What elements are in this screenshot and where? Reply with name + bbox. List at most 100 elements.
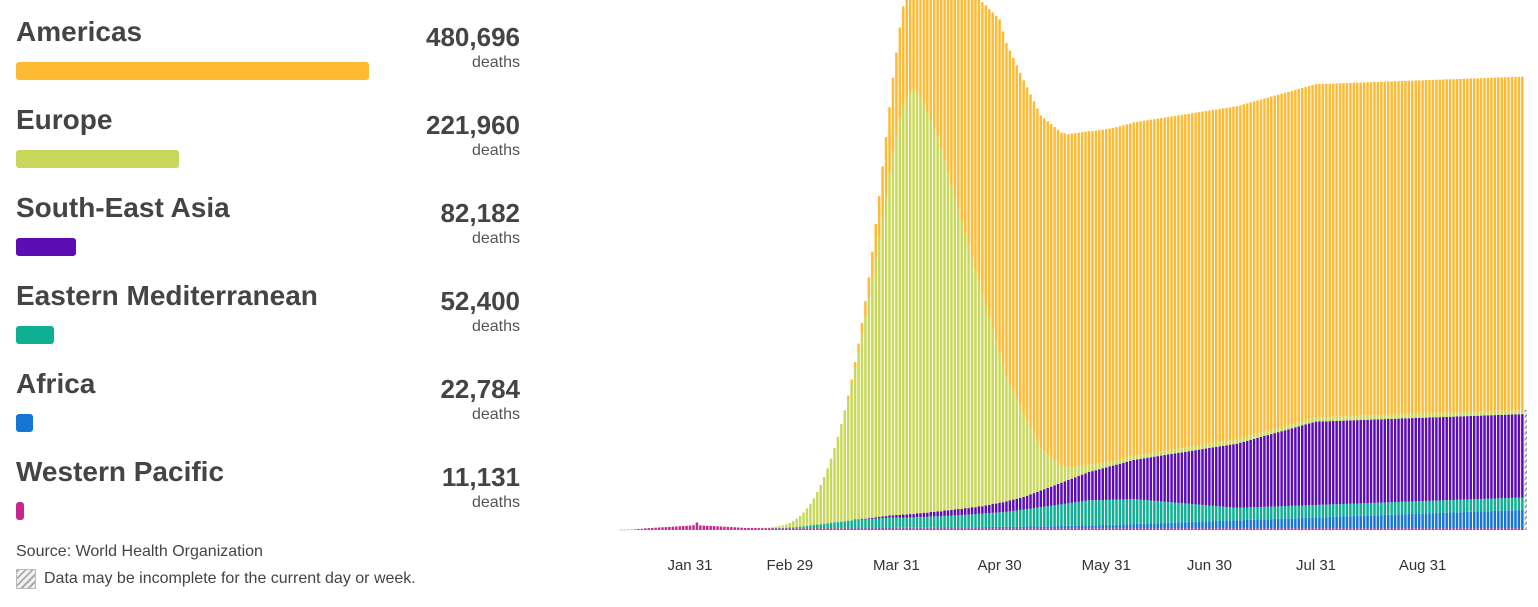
bar-western-pacific [1325,528,1328,530]
bar-americas [860,323,864,335]
bar-south-east-asia [1074,477,1077,503]
bar-south-east-asia [1524,414,1528,498]
bar-africa [1366,515,1369,529]
bar-western-pacific [898,528,902,530]
region-deaths-unit: deaths [471,54,520,71]
bar-eastern-mediterranean [1001,512,1005,527]
bar-western-pacific [1149,528,1153,530]
bar-eastern-mediterranean [1170,502,1173,523]
incomplete-data-note: Data may be incomplete for the current d… [16,569,416,589]
bar-americas [1060,132,1063,467]
bar-africa [1039,526,1043,529]
bar-americas [1201,111,1204,445]
bar-europe [1314,417,1318,422]
bar-eastern-mediterranean [822,523,826,529]
bar-europe [1139,454,1142,459]
region-bar [16,326,54,344]
bar-europe [1018,406,1022,498]
bar-africa [1063,525,1067,529]
bar-south-east-asia [1497,415,1500,499]
bar-eastern-mediterranean [785,527,788,529]
bar-western-pacific [1201,528,1204,530]
bar-western-pacific [802,528,805,530]
bar-africa [1156,523,1160,529]
bar-western-pacific [1005,528,1008,530]
bar-africa [1307,517,1311,529]
bar-africa [1390,514,1393,529]
bar-western-pacific [1170,528,1173,530]
bar-south-east-asia [1490,415,1493,499]
bar-africa [1018,526,1022,529]
bar-americas [1445,79,1448,413]
bar-europe [1472,411,1476,416]
bar-africa [1218,520,1221,529]
bar-eastern-mediterranean [902,517,905,528]
bar-western-pacific [1108,528,1111,530]
bar-africa [1215,521,1218,529]
bar-europe [795,518,798,528]
bar-eastern-mediterranean [974,514,977,528]
bar-americas [1149,119,1153,454]
bar-eastern-mediterranean [1490,498,1493,512]
bar-western-pacific [1142,528,1146,530]
bar-europe [774,526,778,528]
bar-south-east-asia [1342,420,1345,504]
bar-europe [781,525,785,528]
bar-western-pacific [767,528,771,531]
bar-eastern-mediterranean [1173,502,1177,523]
bar-south-east-asia [1338,420,1342,505]
bar-eastern-mediterranean [1029,508,1032,527]
bar-eastern-mediterranean [929,516,933,528]
bar-eastern-mediterranean [1190,504,1194,522]
bar-western-pacific [1029,528,1032,530]
bar-americas [946,0,950,173]
bar-africa [1080,525,1084,529]
bar-americas [988,9,991,318]
bar-south-east-asia [970,507,974,515]
bar-eastern-mediterranean [802,526,805,529]
bar-africa [1029,526,1032,529]
bar-south-east-asia [1366,419,1369,504]
bar-americas [1414,80,1417,414]
bar-americas [1452,79,1455,413]
bar-africa [1311,517,1314,529]
bar-eastern-mediterranean [1448,500,1452,513]
bar-south-east-asia [1459,416,1462,500]
bar-western-pacific [650,527,654,530]
bar-eastern-mediterranean [1328,504,1331,517]
bar-americas [967,0,970,246]
bar-eastern-mediterranean [1153,500,1156,524]
bar-eastern-mediterranean [1194,504,1197,522]
bar-south-east-asia [1139,458,1142,500]
bar-western-pacific [637,528,640,530]
bar-africa [1166,522,1170,529]
bar-africa [1208,521,1211,529]
bar-europe [1462,412,1466,417]
bar-americas [1428,80,1431,414]
bar-americas [1383,81,1387,415]
bar-eastern-mediterranean [1331,504,1335,517]
bar-western-pacific [1369,528,1373,530]
bar-western-pacific [960,528,963,530]
bar-south-east-asia [1287,429,1290,506]
bar-europe [991,329,994,505]
bar-south-east-asia [1080,474,1084,502]
bar-eastern-mediterranean [1098,500,1101,526]
bar-europe [1290,424,1294,429]
bar-africa [994,526,998,529]
bar-africa [1514,510,1517,529]
bar-africa [1448,512,1452,529]
legend-item-americas: Americas 480,696 deaths [16,0,520,80]
bar-eastern-mediterranean [1139,499,1142,524]
bar-western-pacific [692,525,695,530]
bar-africa [1297,518,1301,529]
bar-western-pacific [915,528,919,530]
bar-africa [1349,516,1352,529]
bar-eastern-mediterranean [1166,502,1170,523]
bar-americas [1376,81,1380,416]
bar-western-pacific [1115,528,1118,530]
bar-africa [1084,525,1087,529]
bar-americas [963,0,967,234]
incomplete-data-text: Data may be incomplete for the current d… [44,570,416,587]
bar-africa [1383,514,1387,529]
